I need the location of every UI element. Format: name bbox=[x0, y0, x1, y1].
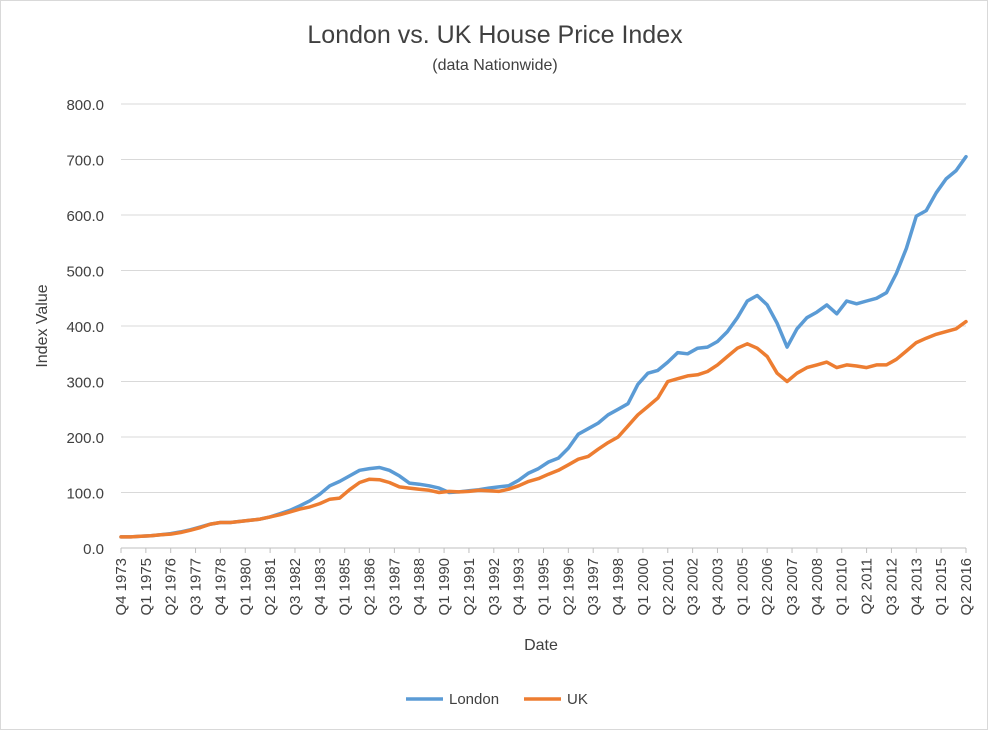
x-tick-label: Q1 1985 bbox=[337, 558, 354, 616]
y-tick-label: 700.0 bbox=[66, 153, 104, 170]
x-tick-label: Q2 2011 bbox=[859, 558, 876, 614]
x-tick-label: Q2 1986 bbox=[362, 558, 379, 616]
chart-title: London vs. UK House Price Index bbox=[307, 21, 683, 49]
x-tick-label: Q3 2002 bbox=[685, 558, 702, 616]
x-tick-label: Q4 1993 bbox=[511, 558, 528, 616]
x-tick-label: Q1 1975 bbox=[138, 558, 155, 616]
x-tick-label: Q3 1977 bbox=[188, 558, 205, 616]
x-tick-label: Q2 1991 bbox=[461, 558, 478, 616]
legend-label-uk: UK bbox=[567, 691, 588, 708]
x-axis-ticks: Q4 1973 Q1 1975 Q2 1976 Q3 1977 Q4 1978 Q1 19… bbox=[113, 548, 975, 616]
x-tick-label: Q1 2010 bbox=[834, 558, 851, 616]
x-tick-label: Q1 1990 bbox=[436, 558, 453, 616]
legend: London UK bbox=[406, 691, 588, 708]
y-axis-label: Index Value bbox=[34, 284, 51, 367]
x-tick-label: Q2 2001 bbox=[660, 558, 677, 616]
y-tick-label: 600.0 bbox=[66, 208, 104, 225]
x-tick-label: Q2 1976 bbox=[163, 558, 180, 616]
x-tick-label: Q4 1983 bbox=[312, 558, 329, 616]
y-tick-label: 200.0 bbox=[66, 430, 104, 447]
x-tick-label: Q1 2015 bbox=[933, 558, 950, 616]
x-tick-label: Q4 1973 bbox=[113, 558, 130, 616]
x-tick-label: Q4 2003 bbox=[709, 558, 726, 616]
series-line-uk bbox=[119, 319, 968, 539]
x-tick-label: Q1 2000 bbox=[635, 558, 652, 616]
grid-lines bbox=[121, 103, 966, 493]
y-tick-label: 0.0 bbox=[83, 541, 104, 558]
x-tick-label: Q4 2008 bbox=[809, 558, 826, 616]
x-tick-label: Q1 2005 bbox=[734, 558, 751, 616]
x-tick-label: Q3 2012 bbox=[883, 558, 900, 616]
series-lines bbox=[119, 154, 968, 539]
x-tick-label: Q4 1988 bbox=[411, 558, 428, 616]
x-tick-label: Q2 2006 bbox=[759, 558, 776, 616]
x-tick-label: Q3 1987 bbox=[386, 558, 403, 616]
y-tick-label: 400.0 bbox=[66, 319, 104, 336]
x-tick-label: Q4 1998 bbox=[610, 558, 627, 616]
x-tick-label: Q2 2016 bbox=[958, 558, 975, 616]
series-line-london bbox=[119, 154, 968, 539]
y-tick-label: 100.0 bbox=[66, 486, 104, 503]
x-tick-label: Q3 1997 bbox=[585, 558, 602, 616]
x-axis-label: Date bbox=[524, 637, 558, 654]
x-tick-label: Q1 1995 bbox=[536, 558, 553, 616]
y-tick-label: 800.0 bbox=[66, 97, 104, 114]
y-axis-ticks: 0.0 100.0 200.0 300.0 400.0 500.0 600.0 700.0 80… bbox=[66, 97, 104, 558]
x-tick-label: Q2 1981 bbox=[262, 558, 279, 616]
y-tick-label: 300.0 bbox=[66, 375, 104, 392]
x-tick-label: Q1 1980 bbox=[237, 558, 254, 616]
y-tick-label: 500.0 bbox=[66, 264, 104, 281]
x-tick-label: Q3 1992 bbox=[486, 558, 503, 616]
chart-subtitle: (data Nationwide) bbox=[432, 57, 558, 74]
legend-label-london: London bbox=[449, 691, 499, 708]
x-tick-label: Q4 2013 bbox=[908, 558, 925, 616]
x-tick-label: Q4 1978 bbox=[212, 558, 229, 616]
x-tick-label: Q2 1996 bbox=[560, 558, 577, 616]
x-tick-label: Q3 1982 bbox=[287, 558, 304, 616]
x-tick-label: Q3 2007 bbox=[784, 558, 801, 616]
